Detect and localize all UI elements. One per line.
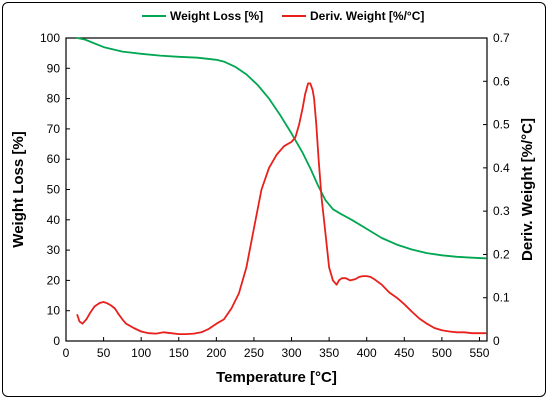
series-lines [76,37,487,336]
y-left-tick-label: 10 [47,304,61,318]
x-axis: 0 50 100 150 200 250 300 350 400 450 500 550 [63,337,490,360]
y-left-tick-label: 30 [47,243,61,257]
x-tick-label: 150 [169,346,189,360]
legend-label: Deriv. Weight [%/°C] [310,9,424,23]
y-axis-right-title: Deriv. Weight [%/°C] [519,118,536,261]
y-left-tick-label: 60 [47,152,61,166]
series-line-deriv-weight [76,82,487,336]
x-tick-label: 0 [63,346,70,360]
y-right-tick-label: 0 [493,334,500,348]
x-tick-label: 500 [432,346,452,360]
y-left-tick-label: 80 [47,92,61,106]
y-right-tick-label: 0.4 [493,161,510,175]
y-right-tick-label: 0.5 [493,118,510,132]
x-tick-label: 100 [131,346,151,360]
y-left-tick-label: 40 [47,213,61,227]
x-tick-label: 550 [469,346,489,360]
legend: Weight Loss [%] Deriv. Weight [%/°C] [142,9,424,23]
y-axis-left: 0 10 20 30 40 50 60 70 80 90 100 [40,31,70,348]
x-axis-title: Temperature [°C] [216,369,337,386]
y-right-tick-label: 0.2 [493,247,510,261]
x-tick-label: 50 [97,346,111,360]
x-tick-label: 350 [319,346,339,360]
y-axis-right: 0 0.1 0.2 0.3 0.4 0.5 0.6 0.7 [483,31,510,348]
y-right-tick-label: 0.6 [493,74,510,88]
y-left-tick-label: 90 [47,61,61,75]
plot-border [65,37,488,342]
series-line-weight-loss [76,37,487,260]
x-tick-label: 250 [244,346,264,360]
y-left-tick-label: 20 [47,273,61,287]
plot-area [65,37,488,342]
y-left-tick-label: 0 [53,334,60,348]
y-left-tick-label: 100 [40,31,60,45]
x-tick-label: 300 [282,346,302,360]
y-left-tick-label: 70 [47,122,61,136]
x-tick-label: 450 [394,346,414,360]
chart-frame [2,2,546,397]
y-right-tick-label: 0.1 [493,291,510,305]
x-tick-label: 400 [357,346,377,360]
y-axis-left-title: Weight Loss [%] [10,131,27,247]
y-right-tick-label: 0.3 [493,204,510,218]
y-right-tick-label: 0.7 [493,31,510,45]
x-tick-label: 200 [206,346,226,360]
y-left-tick-label: 50 [47,183,61,197]
legend-label: Weight Loss [%] [170,9,263,23]
